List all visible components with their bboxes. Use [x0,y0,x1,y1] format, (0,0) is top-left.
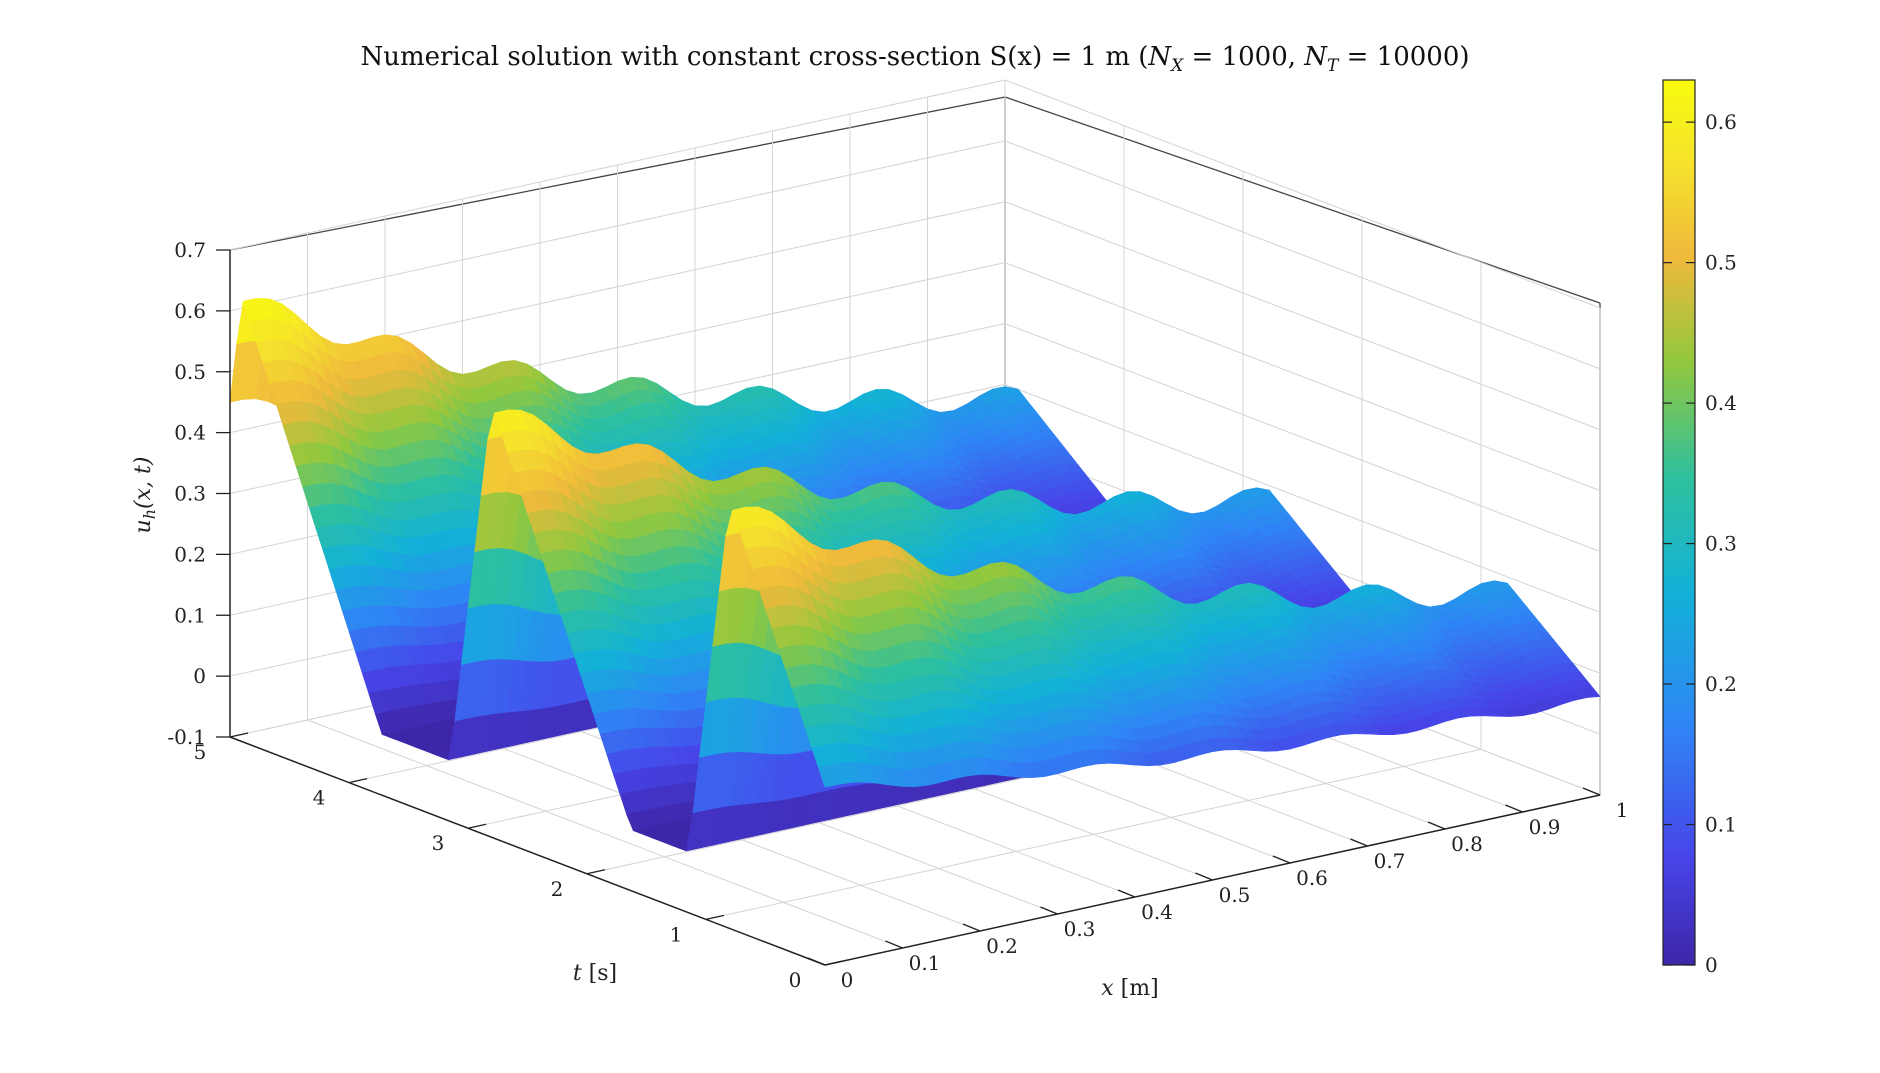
chart-title: Numerical solution with constant cross-s… [360,42,1469,76]
grid-line-z [229,140,1601,370]
solution-surface [229,298,1601,852]
grid-line-t [705,262,1482,920]
